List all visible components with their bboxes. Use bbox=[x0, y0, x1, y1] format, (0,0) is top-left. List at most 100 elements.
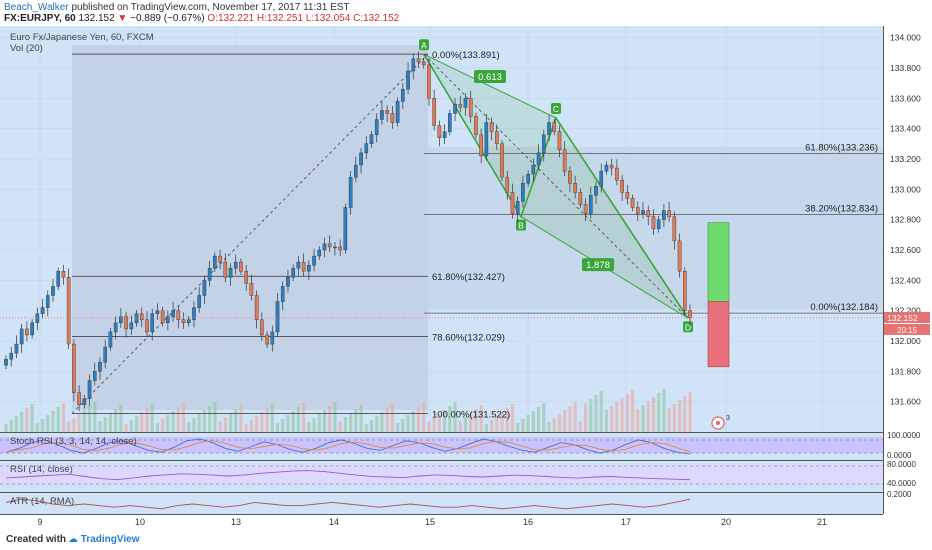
candle-body bbox=[573, 183, 577, 193]
volume-bar bbox=[150, 404, 154, 432]
candle-body bbox=[103, 346, 108, 363]
volume-bar bbox=[244, 424, 248, 432]
candle-body bbox=[265, 334, 269, 345]
volume-bar bbox=[599, 391, 603, 432]
legend-stoch: Stoch RSI (3, 3, 14, 14, close) bbox=[10, 436, 137, 447]
pattern-point-box bbox=[516, 219, 526, 231]
volume-bar bbox=[589, 399, 593, 432]
pattern-point-label: B bbox=[518, 221, 524, 231]
candle-body bbox=[568, 170, 572, 184]
candle-body bbox=[249, 283, 254, 296]
candle-body bbox=[202, 280, 207, 296]
symbol-line: FX:EURJPY, 60 132.152 ▼ −0.889 (−0.67%) … bbox=[4, 13, 399, 24]
pattern-point-label: C bbox=[553, 104, 559, 114]
candle-body bbox=[270, 331, 275, 345]
candle-body bbox=[145, 319, 149, 333]
candle-body bbox=[254, 295, 259, 320]
volume-bar bbox=[333, 402, 337, 432]
volume-bar bbox=[646, 401, 650, 432]
price-axis[interactable] bbox=[883, 26, 932, 514]
volume-bar bbox=[500, 412, 504, 432]
candle-body bbox=[458, 104, 463, 108]
volume-bar bbox=[531, 411, 535, 432]
alert-dot bbox=[716, 421, 720, 425]
candle-body bbox=[25, 328, 29, 336]
volume-bar bbox=[51, 411, 55, 432]
candle-body bbox=[186, 319, 191, 324]
author-link[interactable]: Beach_Walker bbox=[4, 2, 69, 13]
atr-pane bbox=[5, 498, 691, 510]
candle-body bbox=[594, 186, 598, 196]
chart-area[interactable]: 0.00%(133.891) 61.80%(132.427) 78.60%(132.… bbox=[0, 26, 932, 530]
volume-bar bbox=[542, 403, 546, 432]
volume-bar bbox=[396, 423, 400, 432]
volume-bar bbox=[510, 404, 515, 432]
volume-bar bbox=[171, 411, 175, 432]
candle-body bbox=[615, 167, 619, 181]
created-with-label: Created with bbox=[6, 534, 67, 545]
volume-bar bbox=[620, 398, 624, 432]
candlesticks bbox=[0, 51, 883, 411]
volume-bar bbox=[234, 409, 238, 432]
candle-body bbox=[641, 210, 645, 214]
candle-body bbox=[526, 173, 530, 184]
candle-body bbox=[453, 104, 457, 114]
candle-body bbox=[322, 243, 327, 251]
candle-body bbox=[656, 219, 661, 229]
volume-bar bbox=[77, 414, 81, 432]
price-tick-label: 132.000 bbox=[890, 336, 921, 346]
volume-bar bbox=[166, 415, 170, 432]
volume-bar bbox=[40, 419, 45, 432]
candle-body bbox=[588, 195, 593, 214]
candle-body bbox=[51, 286, 55, 296]
candle-body bbox=[521, 183, 525, 202]
volume-bar bbox=[20, 412, 24, 432]
candle-body bbox=[442, 131, 447, 138]
symbol-name[interactable]: FX:EURJPY, 60 bbox=[4, 13, 76, 24]
volume-bar bbox=[255, 416, 259, 432]
atr-line bbox=[5, 498, 691, 510]
time-axis[interactable] bbox=[0, 514, 932, 530]
long-position-tool[interactable] bbox=[707, 222, 730, 368]
candle-body bbox=[385, 110, 389, 114]
countdown-text: 20:15 bbox=[897, 326, 918, 335]
volume-bar bbox=[155, 423, 160, 432]
candle-body bbox=[552, 122, 557, 132]
price-tick-label: 132.600 bbox=[890, 245, 921, 255]
candle-body bbox=[401, 88, 405, 102]
candle-body bbox=[197, 295, 201, 308]
fib-label-right: 38.20%(132.834) bbox=[805, 203, 878, 214]
candle-body bbox=[667, 210, 671, 217]
candle-body bbox=[395, 101, 400, 123]
candle-body bbox=[338, 246, 342, 251]
volume-bar bbox=[317, 414, 321, 432]
candle-body bbox=[677, 240, 682, 272]
volume-bar bbox=[667, 408, 671, 432]
tradingview-logo[interactable]: ☁ TradingView bbox=[68, 534, 140, 545]
candle-body bbox=[213, 255, 217, 269]
alert-marker[interactable]: 3 bbox=[711, 415, 730, 430]
candle-body bbox=[113, 322, 118, 333]
volume-bar bbox=[202, 410, 207, 432]
price-tick-label: 133.200 bbox=[890, 154, 921, 164]
candle-body bbox=[531, 164, 536, 175]
volume-bar bbox=[108, 413, 113, 432]
candle-body bbox=[479, 134, 483, 157]
price-tick-label: 134.000 bbox=[890, 33, 921, 43]
volume-bar bbox=[563, 410, 567, 432]
ohlc-text: O:132.221 H:132.251 L:132.054 C:132.152 bbox=[207, 13, 400, 24]
volume-bar bbox=[270, 404, 274, 432]
volume-bar bbox=[25, 408, 29, 432]
volume-bar bbox=[61, 403, 66, 432]
candle-body bbox=[406, 70, 410, 90]
volume-bar bbox=[349, 413, 353, 432]
volume-bar bbox=[380, 412, 384, 432]
volume-bar bbox=[354, 409, 358, 432]
candle-body bbox=[40, 307, 45, 314]
volume-bar bbox=[630, 390, 635, 432]
candle-body bbox=[364, 143, 369, 154]
volume-bar bbox=[67, 422, 71, 432]
candle-body bbox=[327, 243, 332, 248]
candle-body bbox=[562, 149, 567, 172]
candle-body bbox=[604, 164, 609, 172]
